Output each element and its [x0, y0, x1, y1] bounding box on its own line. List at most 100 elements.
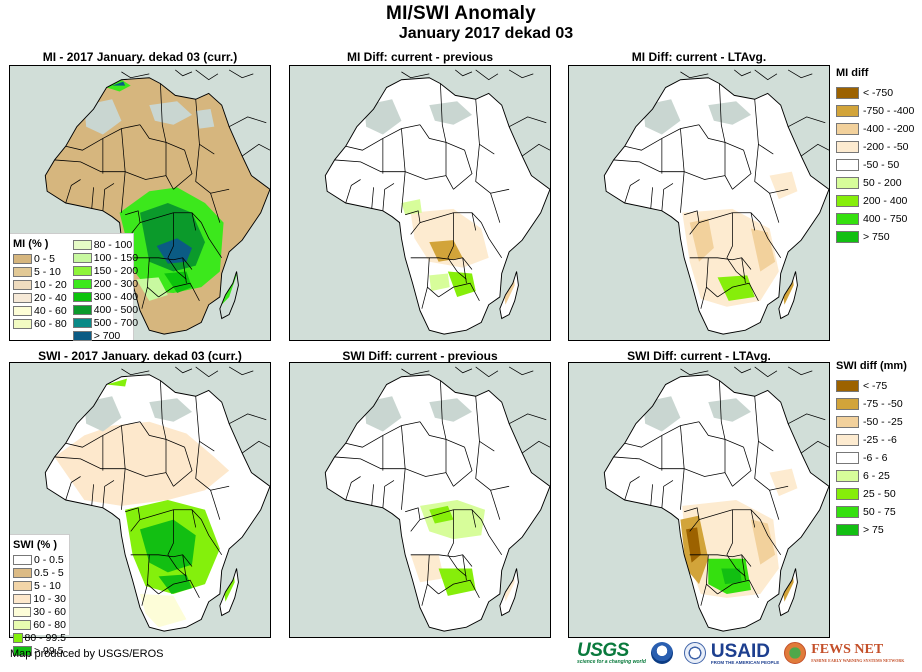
map-region [721, 568, 742, 585]
legend-swi-diff-title: SWI diff (mm) [836, 360, 907, 372]
legend-swatch [836, 398, 859, 410]
usgs-logo-text: USGS [577, 640, 629, 661]
country-border [680, 468, 685, 510]
country-border [769, 490, 780, 520]
country-border [650, 484, 653, 506]
legend-swatch [836, 177, 859, 189]
legend-swatch [836, 159, 859, 171]
country-border [195, 144, 230, 194]
country-border [475, 441, 510, 491]
partner-logos: USGS science for a changing world USAID … [577, 640, 904, 665]
panel-title-swi-diff-prev: SWI Diff: current - previous [342, 349, 498, 363]
legend-label: > 99.5 [34, 645, 64, 657]
fewsnet-logo: FEWS NET FAMINE EARLY WARNING SYSTEMS NE… [811, 642, 904, 663]
usgs-tagline: science for a changing world [577, 659, 646, 665]
fewsnet-tagline: FAMINE EARLY WARNING SYSTEMS NETWORK [811, 658, 905, 663]
map-region [156, 238, 192, 264]
usaid-seal-icon [683, 641, 706, 664]
legend-item: -6 - 6 [836, 450, 907, 466]
country-border [769, 193, 780, 223]
legend-label: 60 - 80 [33, 619, 66, 631]
country-border [401, 128, 406, 172]
legend-swatch [72, 240, 92, 250]
legend-item: 20 - 40 [13, 292, 67, 304]
legend-label: 80 - 99.5 [24, 632, 66, 644]
legend-label: < -750 [863, 87, 894, 99]
country-border [445, 142, 454, 190]
country-border [698, 421, 744, 448]
noaa-seal-icon [650, 641, 673, 664]
country-border [191, 509, 197, 528]
map-region [106, 378, 127, 387]
map-region [54, 421, 230, 506]
legend-item: 6 - 25 [836, 468, 907, 484]
africa-coastline [603, 77, 829, 335]
legend-mi-title: MI (% ) [13, 238, 49, 250]
country-border [200, 222, 223, 259]
country-border [624, 179, 640, 204]
legend-swatch [13, 267, 32, 277]
africa-coastline [324, 374, 550, 632]
legend-swatch [72, 279, 92, 289]
map-region [769, 468, 798, 497]
legend-label: > 75 [863, 524, 884, 536]
legend-swatch [836, 524, 859, 536]
country-border [405, 210, 421, 235]
legend-label: 50 - 200 [863, 177, 902, 189]
legend-swatch [13, 581, 32, 591]
legend-label: < -75 [863, 380, 888, 392]
map-swi-diff-prev [289, 362, 551, 638]
legend-swatch [836, 105, 859, 117]
country-border [371, 484, 374, 506]
country-border [754, 144, 789, 194]
legend-label: 40 - 60 [34, 305, 67, 317]
country-border [732, 447, 752, 487]
legend-label: -50 - -25 [863, 416, 903, 428]
legend-label: 400 - 500 [93, 304, 139, 316]
country-border [680, 425, 685, 469]
country-border [139, 124, 185, 151]
legend-swatch [836, 488, 859, 500]
legend-item: > 700 [72, 330, 138, 342]
map-canvas [290, 66, 550, 340]
country-border [726, 554, 746, 577]
legend-swi-title: SWI (% ) [13, 539, 57, 551]
europe-mideast-coastline [401, 69, 550, 157]
map-region [136, 277, 168, 301]
africa-coastline [324, 77, 550, 335]
europe-mideast-coastline [121, 69, 270, 157]
country-border [717, 579, 759, 599]
country-border [661, 480, 674, 508]
legend-label: 150 - 200 [93, 265, 139, 277]
country-border [345, 179, 361, 204]
country-border [54, 456, 167, 477]
legend-swatch [13, 568, 32, 578]
legend-item: -50 - -25 [836, 414, 907, 430]
legend-swatch [13, 293, 32, 303]
country-border [447, 554, 467, 577]
country-border [490, 490, 501, 520]
map-region [689, 218, 714, 262]
main-title: MI/SWI Anomaly [386, 3, 536, 24]
country-border [700, 287, 707, 309]
country-border [698, 212, 761, 223]
country-border [121, 171, 126, 213]
usaid-logo-text: USAID [710, 640, 771, 662]
legend-swatch [13, 555, 32, 565]
country-border [684, 210, 700, 235]
legend-swatch [72, 292, 92, 302]
country-border [650, 187, 653, 209]
map-region [149, 398, 192, 422]
map-region [447, 271, 476, 297]
country-border [447, 257, 467, 280]
country-border [698, 509, 761, 520]
map-credit: Map produced by USGS/EROS [10, 648, 164, 660]
country-border [147, 257, 159, 298]
country-border [419, 509, 482, 520]
legend-label: 60 - 80 [34, 318, 67, 330]
fewsnet-logo-text: FEWS NET [811, 642, 884, 657]
legend-item: 400 - 500 [72, 304, 139, 316]
legend-item: 25 - 50 [836, 486, 907, 502]
legend-item: 400 - 750 [836, 211, 914, 227]
